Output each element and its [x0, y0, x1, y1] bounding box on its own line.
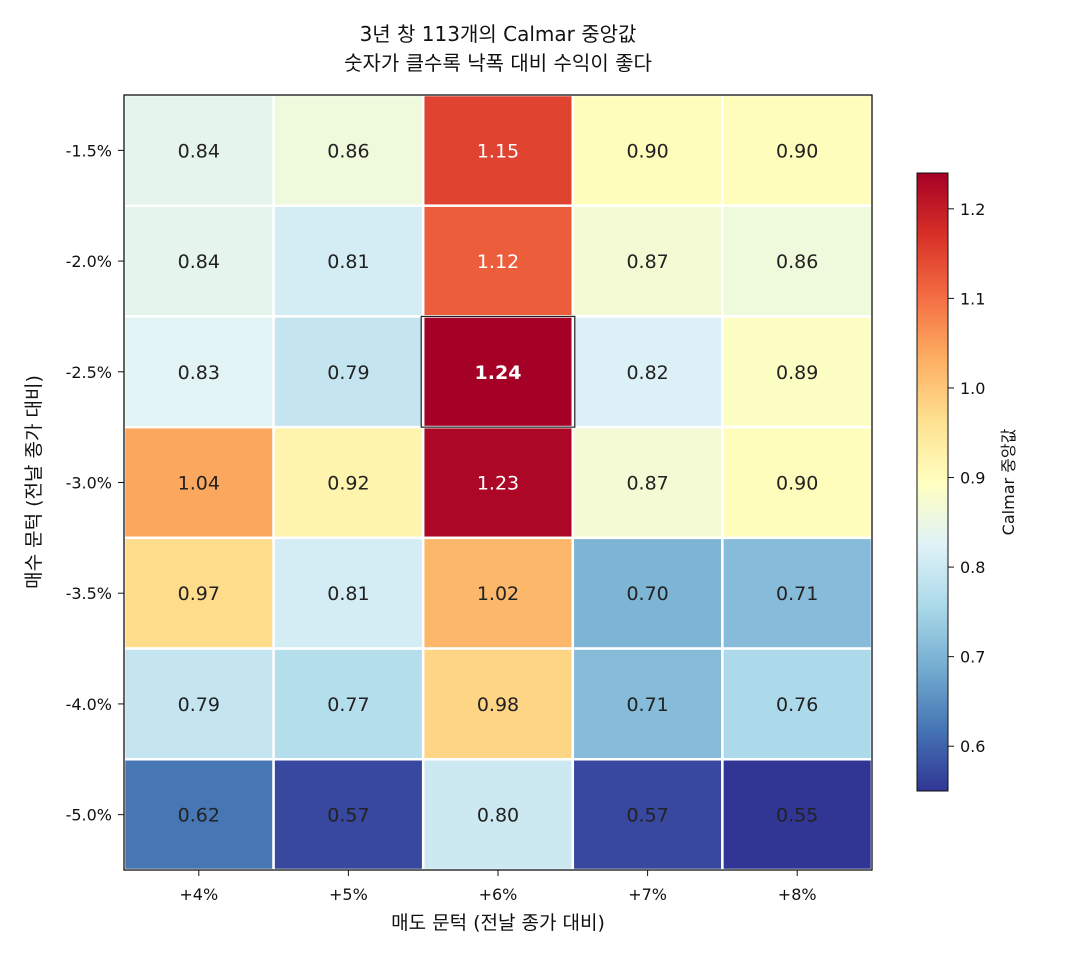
y-axis-label: 매수 문턱 (전날 종가 대비)	[23, 375, 45, 589]
chart-title-line-2: 숫자가 클수록 낙폭 대비 수익이 좋다	[344, 51, 652, 75]
heatmap-cell	[122, 758, 275, 872]
heatmap-cell	[571, 315, 724, 429]
colorbar	[916, 172, 949, 792]
cell-value-label: 0.71	[776, 583, 818, 605]
heatmap-cells: 0.84 0.86 1.15 0.90 0.90 0.84 0.81 1.12 0.87 0.86…	[122, 93, 874, 872]
heatmap-cell	[272, 758, 425, 872]
heatmap-cell	[421, 204, 575, 318]
heatmap-cell	[122, 536, 275, 650]
y-tick-label: -5.0%	[66, 806, 112, 825]
cell-value-label: 0.70	[626, 583, 668, 605]
cell-value-label: 0.79	[327, 362, 369, 384]
cell-value-label: 1.04	[178, 473, 220, 495]
cell-value-label: 0.90	[776, 473, 818, 495]
cell-value-label: 1.02	[477, 583, 519, 605]
colorbar-tick-label: 1.2	[960, 200, 985, 219]
cell-value-label: 0.81	[327, 251, 369, 273]
cell-value-label: 0.84	[178, 140, 220, 162]
x-tick-label: +8%	[778, 885, 817, 904]
heatmap-cell	[721, 647, 874, 761]
heatmap-cell	[272, 425, 425, 540]
cell-value-label: 0.76	[776, 694, 818, 716]
y-tick-label: -2.0%	[66, 252, 112, 271]
heatmap-cell	[421, 647, 575, 761]
colorbar-tick-label: 1.0	[960, 379, 985, 398]
heatmap-cell	[721, 93, 874, 207]
colorbar-tick-label: 0.9	[960, 469, 985, 488]
x-tick-label: +4%	[179, 885, 218, 904]
cell-value-label: 0.92	[327, 473, 369, 495]
heatmap-cell	[272, 204, 425, 318]
y-tick-label: -1.5%	[66, 141, 112, 160]
cell-value-label: 0.57	[327, 805, 369, 827]
cell-value-label: 0.82	[626, 362, 668, 384]
heatmap-cell	[421, 536, 575, 650]
cell-value-label: 1.23	[477, 473, 519, 495]
y-axis-ticks: -1.5% -2.0% -2.5% -3.0% -3.5% -4.0% -5.0%	[66, 141, 124, 825]
cell-value-label: 0.86	[776, 251, 818, 273]
x-tick-label: +7%	[628, 885, 667, 904]
cell-value-label: 0.84	[178, 251, 220, 273]
heatmap-cell	[272, 315, 425, 429]
cell-value-label: 0.57	[626, 805, 668, 827]
chart-title-line-1: 3년 창 113개의 Calmar 중앙값	[359, 22, 637, 46]
colorbar-ticks: 0.6 0.7 0.8 0.9 1.0 1.1 1.2	[948, 200, 985, 756]
cell-value-label: 0.83	[178, 362, 220, 384]
cell-value-label: 0.81	[327, 583, 369, 605]
colorbar-tick-label: 0.8	[960, 558, 985, 577]
colorbar-tick-label: 0.6	[960, 737, 985, 756]
y-tick-label: -2.5%	[66, 363, 112, 382]
cell-value-label: 0.86	[327, 140, 369, 162]
cell-value-label: 1.24	[475, 362, 522, 384]
heatmap-cell	[571, 536, 724, 650]
x-axis-ticks: +4% +5% +6% +7% +8%	[179, 870, 817, 904]
y-tick-label: -3.0%	[66, 474, 112, 493]
cell-value-label: 0.90	[626, 140, 668, 162]
colorbar-label: Calmar 중앙값	[999, 428, 1018, 535]
heatmap-cell	[122, 315, 275, 429]
cell-value-label: 1.12	[477, 251, 519, 273]
heatmap-cell	[421, 758, 575, 872]
highlight-cell-outline	[420, 315, 576, 428]
cell-value-label: 0.55	[776, 805, 818, 827]
heatmap-cell	[721, 758, 874, 872]
cell-value-label: 0.87	[626, 251, 668, 273]
cell-value-label: 0.87	[626, 473, 668, 495]
colorbar-tick-label: 0.7	[960, 648, 985, 667]
heatmap-cell	[122, 204, 275, 318]
cell-value-label: 0.80	[477, 805, 519, 827]
heatmap-cell	[122, 647, 275, 761]
x-axis-label: 매도 문턱 (전날 종가 대비)	[391, 912, 605, 934]
cell-value-label: 0.77	[327, 694, 369, 716]
colorbar-tick-label: 1.1	[960, 289, 985, 308]
cell-value-label: 0.97	[178, 583, 220, 605]
y-tick-label: -4.0%	[66, 695, 112, 714]
cell-value-label: 0.62	[178, 805, 220, 827]
cell-value-label: 1.15	[477, 140, 519, 162]
cell-value-label: 0.90	[776, 140, 818, 162]
heatmap-cell	[272, 647, 425, 761]
cell-value-label: 0.98	[477, 694, 519, 716]
x-tick-label: +5%	[329, 885, 368, 904]
heatmap-cell	[421, 315, 575, 429]
heatmap-cell	[721, 204, 874, 318]
x-tick-label: +6%	[479, 885, 518, 904]
y-tick-label: -3.5%	[66, 584, 112, 603]
cell-value-label: 0.79	[178, 694, 220, 716]
cell-value-label: 0.71	[626, 694, 668, 716]
cell-value-label: 0.89	[776, 362, 818, 384]
